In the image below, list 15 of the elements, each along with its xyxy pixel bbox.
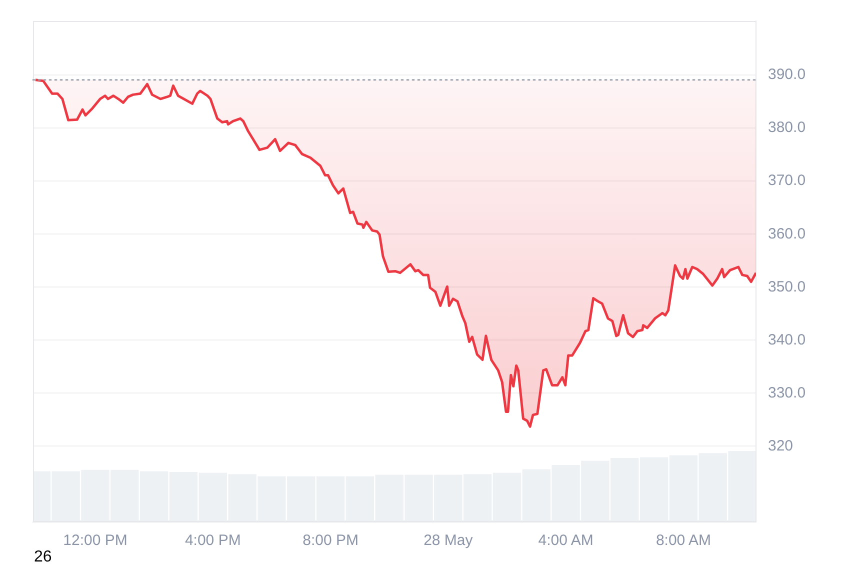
y-tick-label: 380.0 bbox=[768, 119, 806, 136]
y-tick-label: 340.0 bbox=[768, 331, 806, 348]
y-tick-label: 320 bbox=[768, 437, 794, 454]
x-tick-label: 8:00 PM bbox=[302, 532, 358, 550]
y-tick-label: 370.0 bbox=[768, 172, 806, 190]
x-tick-label: 12:00 PM bbox=[63, 532, 128, 550]
x-tick-label: 4:00 PM bbox=[184, 532, 241, 550]
x-tick-label: 8:00 AM bbox=[656, 532, 711, 550]
y-tick-label: 390.0 bbox=[768, 66, 806, 84]
x-tick-label: 4:00 AM bbox=[538, 532, 594, 550]
y-tick-label: 360.0 bbox=[768, 225, 806, 242]
y-tick-label: 330.0 bbox=[768, 384, 806, 402]
text: 26 bbox=[34, 548, 52, 566]
x-tick-label: 28 May bbox=[424, 532, 474, 550]
y-tick-label: 350.0 bbox=[768, 278, 806, 296]
